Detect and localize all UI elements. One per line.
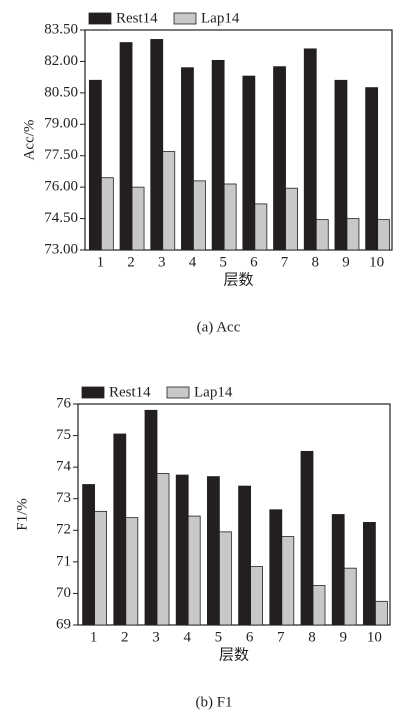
x-tick-label: 5	[219, 254, 227, 270]
legend-label: Rest14	[109, 384, 151, 400]
y-axis-label: Acc/%	[21, 120, 37, 161]
y-tick-label: 82.00	[44, 53, 78, 69]
x-tick-label: 10	[367, 629, 382, 645]
bar	[218, 531, 232, 626]
y-tick-label: 70	[56, 585, 71, 601]
bar	[346, 218, 360, 251]
bar	[223, 183, 237, 251]
x-tick-label: 10	[369, 254, 384, 270]
bar	[88, 79, 102, 251]
bar	[238, 485, 252, 626]
bar	[125, 517, 139, 626]
x-tick-label: 4	[183, 629, 191, 645]
legend-label: Lap14	[194, 384, 233, 400]
y-tick-label: 73.00	[44, 241, 78, 257]
y-tick-label: 73	[56, 490, 71, 506]
caption: (b) F1	[195, 694, 232, 710]
bar	[119, 42, 133, 251]
legend-label: Rest14	[116, 10, 158, 26]
bar	[131, 186, 145, 251]
bar	[100, 177, 114, 251]
bar	[250, 566, 264, 626]
x-tick-label: 3	[152, 629, 160, 645]
legend-swatch	[88, 12, 112, 25]
legend-swatch	[166, 386, 190, 399]
y-tick-label: 69	[56, 616, 71, 632]
y-tick-label: 71	[56, 553, 71, 569]
bar	[156, 473, 170, 626]
caption: (a) Acc	[197, 319, 241, 335]
bar	[377, 219, 391, 251]
y-tick-label: 76	[56, 395, 72, 411]
bar	[206, 476, 220, 626]
x-tick-label: 9	[342, 254, 350, 270]
bar	[144, 409, 158, 626]
x-tick-label: 6	[250, 254, 258, 270]
bar	[334, 79, 348, 251]
x-tick-label: 1	[90, 629, 98, 645]
legend-swatch	[173, 12, 197, 25]
y-axis-label: F1/%	[14, 498, 30, 531]
x-tick-label: 3	[158, 254, 166, 270]
bar	[113, 433, 127, 626]
bar	[181, 67, 194, 251]
bar	[175, 474, 189, 626]
bar	[193, 180, 206, 251]
bar	[285, 187, 298, 251]
x-tick-label: 2	[121, 629, 129, 645]
bar	[82, 484, 95, 626]
bar	[254, 203, 268, 251]
bar	[312, 585, 326, 626]
bar	[343, 567, 357, 626]
bar	[315, 219, 329, 251]
x-tick-label: 4	[189, 254, 197, 270]
x-tick-label: 7	[281, 254, 289, 270]
bar	[300, 450, 314, 626]
bar	[269, 509, 283, 626]
x-axis-label: 层数	[219, 646, 249, 663]
x-tick-label: 7	[277, 629, 285, 645]
plot-frame	[77, 403, 391, 626]
x-tick-label: 9	[339, 629, 347, 645]
bar	[273, 66, 286, 251]
bar	[150, 39, 164, 251]
y-tick-label: 72	[56, 522, 71, 538]
bar	[242, 75, 256, 251]
y-tick-label: 74.50	[44, 210, 78, 226]
bar	[362, 521, 376, 626]
bar	[365, 87, 379, 251]
x-axis-label: 层数	[223, 271, 253, 288]
bar	[94, 510, 107, 626]
bar	[281, 536, 295, 626]
bar	[187, 515, 201, 626]
y-tick-label: 76.00	[44, 179, 78, 195]
y-tick-label: 77.50	[44, 147, 78, 163]
x-tick-label: 8	[308, 629, 316, 645]
bar	[162, 151, 176, 251]
x-tick-label: 5	[215, 629, 223, 645]
y-tick-label: 74	[56, 459, 72, 475]
bar	[211, 59, 225, 251]
x-tick-label: 2	[127, 254, 135, 270]
bar	[374, 600, 388, 626]
y-tick-label: 80.50	[44, 84, 78, 100]
legend-label: Lap14	[201, 10, 240, 26]
legend-swatch	[81, 386, 105, 399]
y-tick-label: 83.50	[44, 21, 78, 37]
x-tick-label: 1	[97, 254, 105, 270]
y-tick-label: 75	[56, 427, 71, 443]
bar	[331, 514, 345, 626]
plot-frame	[84, 29, 393, 251]
bar	[303, 48, 317, 251]
y-tick-label: 79.00	[44, 116, 78, 132]
x-tick-label: 6	[246, 629, 254, 645]
x-tick-label: 8	[312, 254, 320, 270]
